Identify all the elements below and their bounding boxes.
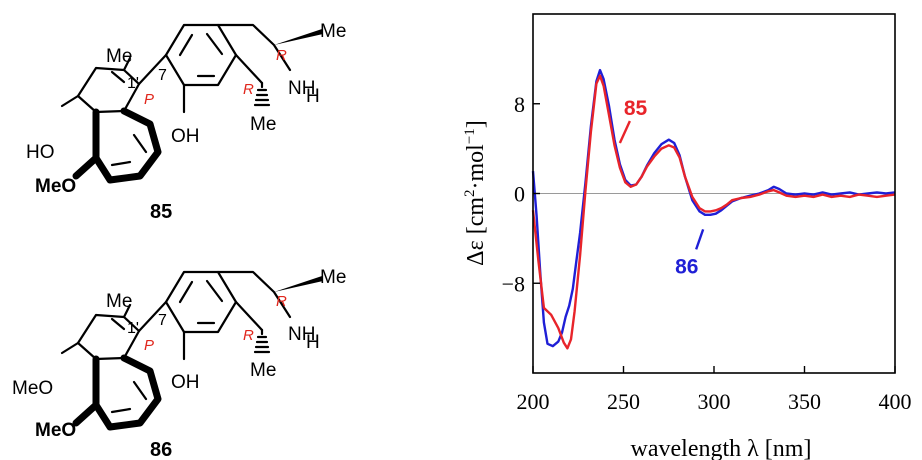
compound-85-nh: NH xyxy=(288,78,315,99)
x-tick-label: 200 xyxy=(517,389,550,414)
x-tick-label: 400 xyxy=(879,389,912,414)
annotation-86-label: 86 xyxy=(675,255,698,278)
compound-86-axis-config: P xyxy=(144,337,154,354)
compound-85-locant-1p: 1' xyxy=(127,75,139,92)
y-axis-title-mid: ·mol xyxy=(463,144,489,190)
compound-85-number: 85 xyxy=(150,201,172,223)
y-axis-title-end: ] xyxy=(463,120,489,128)
compound-85-config-c1: R xyxy=(243,81,254,98)
compound-85-axis-config: P xyxy=(144,91,154,108)
annotation-85-label: 85 xyxy=(624,97,648,120)
compound-86-number: 86 xyxy=(150,439,172,460)
annotation-86-leader xyxy=(695,229,705,250)
compound-85-oxygen-bottom: MeO xyxy=(35,176,76,197)
compound-85-nh-h: H xyxy=(306,86,320,107)
compound-85-methyl-c3: Me xyxy=(320,21,346,42)
compound-86-oxygen-bottom: MeO xyxy=(35,420,76,441)
compound-85-methyl-aryl: Me xyxy=(106,46,132,67)
compound-85-methyl-c1: Me xyxy=(250,114,276,135)
compound-86-config-c3: R xyxy=(276,293,287,310)
compound-85-config-c3: R xyxy=(276,47,287,64)
compound-85-oxygen-top: HO xyxy=(26,142,55,163)
compound-86-nh: NH xyxy=(288,324,315,345)
compound-86-oxygen-top: MeO xyxy=(12,378,53,399)
y-axis-title: Δε [cm2·mol−1] xyxy=(462,120,489,266)
compound-85-locant-7: 7 xyxy=(158,67,167,84)
compound-86-structure xyxy=(60,270,323,431)
cd-spectrum-chart: 85 86 200 250 300 350 400 −8 0 8 wavelength λ [… xyxy=(462,13,912,460)
compound-86-config-c1: R xyxy=(243,327,254,344)
compound-86-locant-1p: 1' xyxy=(127,320,139,337)
compound-86-oh: OH xyxy=(171,372,200,393)
compound-85-structure xyxy=(60,23,323,184)
x-axis-title: wavelength λ [nm] xyxy=(631,436,812,460)
series-line-86 xyxy=(531,68,896,348)
compound-86-nh-h: H xyxy=(306,332,320,353)
x-tick-label: 250 xyxy=(607,389,640,414)
series-layer xyxy=(531,68,896,350)
y-tick-label: −8 xyxy=(502,271,525,296)
y-tick-label: 0 xyxy=(514,182,525,207)
y-axis-ticks: −8 0 8 xyxy=(502,92,540,296)
x-axis-ticks: 200 250 300 350 400 xyxy=(517,366,912,414)
x-tick-label: 300 xyxy=(698,389,731,414)
x-tick-label: 350 xyxy=(788,389,821,414)
compound-86-methyl-c3: Me xyxy=(320,267,346,288)
compound-86-methyl-aryl: Me xyxy=(106,291,132,312)
annotation-layer: 85 86 xyxy=(618,97,705,278)
y-axis-title-sup2: −1 xyxy=(462,128,478,144)
y-axis-title-sup1: 2 xyxy=(462,189,478,197)
y-tick-label: 8 xyxy=(514,92,525,117)
series-line-85 xyxy=(531,74,896,350)
compound-86-locant-7: 7 xyxy=(158,312,167,329)
compound-85-oh: OH xyxy=(171,126,200,147)
compound-86-methyl-c1: Me xyxy=(250,360,276,381)
y-axis-title-main: Δε [cm xyxy=(463,197,489,266)
annotation-85-leader xyxy=(618,120,631,144)
